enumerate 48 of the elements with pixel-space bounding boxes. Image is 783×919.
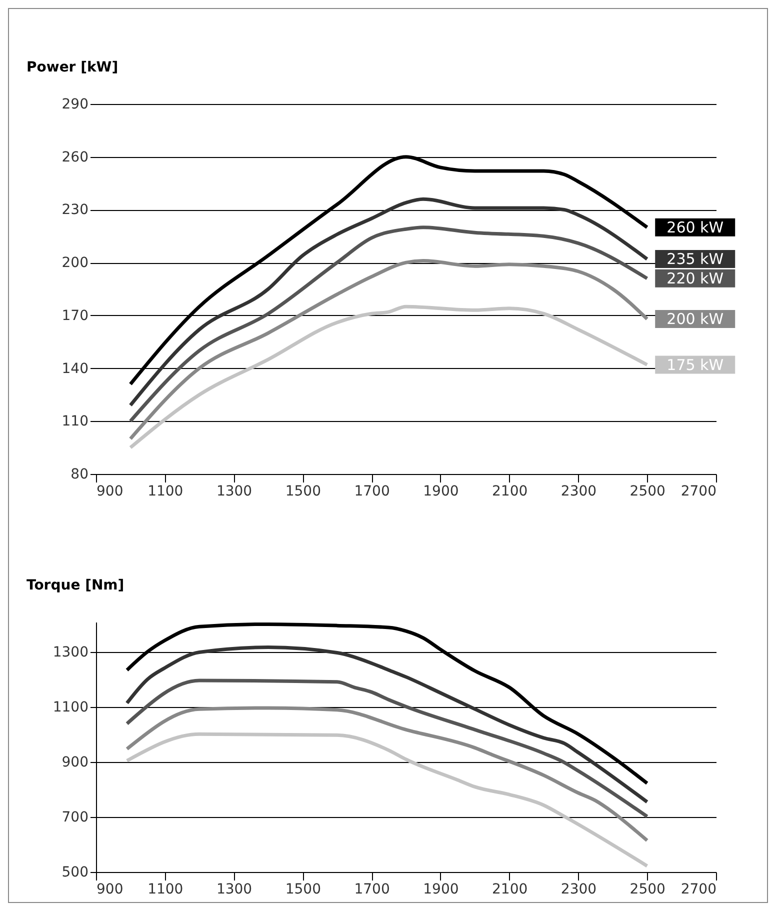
y-tick-label: 1100 <box>52 700 88 716</box>
x-tick-label: 2100 <box>492 882 528 898</box>
line-series <box>128 259 649 441</box>
x-tick-label: 1300 <box>216 484 252 500</box>
series-label: 220 kW <box>666 269 724 288</box>
x-tick-label: 1100 <box>148 882 184 898</box>
y-tick-label: 110 <box>62 414 88 430</box>
y-tick-label: 290 <box>62 96 88 112</box>
y-tick-label: 1300 <box>52 644 88 661</box>
series-label: 200 kW <box>666 310 724 328</box>
x-tick-label: 2500 <box>630 882 666 898</box>
y-tick-label: 80 <box>70 466 88 482</box>
y-tick-label: 900 <box>62 754 88 771</box>
series-label: 235 kW <box>666 250 724 268</box>
x-tick-label: 1900 <box>423 882 459 898</box>
y-tick-label: 700 <box>62 810 88 826</box>
x-tick-label: 2700 <box>680 484 716 500</box>
line-series <box>128 304 649 450</box>
x-tick-label: 1100 <box>148 484 184 500</box>
y-tick-label: 230 <box>62 202 88 218</box>
x-tick-label: 2300 <box>560 882 597 898</box>
x-tick-label: 900 <box>96 484 124 500</box>
x-tick-label: 1900 <box>423 484 459 500</box>
x-tick-label: 2300 <box>560 484 597 500</box>
line-series <box>128 197 649 408</box>
x-tick-label: 1700 <box>354 882 390 898</box>
line-series <box>125 678 649 818</box>
x-tick-label: 1500 <box>285 882 321 898</box>
x-tick-label: 1700 <box>354 484 390 500</box>
series-label: 260 kW <box>666 218 724 236</box>
y-tick-label: 140 <box>62 360 88 377</box>
y-tick-label: 200 <box>62 255 88 272</box>
x-tick-label: 2700 <box>680 882 716 898</box>
x-tick-label: 2100 <box>492 484 528 500</box>
x-tick-label: 1500 <box>285 484 321 500</box>
y-tick-label: 500 <box>62 864 88 880</box>
x-tick-label: 900 <box>96 882 124 898</box>
line-series <box>125 732 649 868</box>
x-tick-label: 1300 <box>216 882 252 898</box>
line-series <box>125 706 649 842</box>
y-axis-title: Power [kW] <box>26 60 118 76</box>
y-tick-label: 260 <box>62 149 88 166</box>
x-tick-label: 2500 <box>630 484 666 500</box>
line-series <box>125 646 649 804</box>
y-tick-label: 170 <box>62 308 88 324</box>
y-axis-title: Torque [Nm] <box>26 578 124 594</box>
line-series <box>128 226 649 423</box>
series-label: 175 kW <box>666 356 724 374</box>
